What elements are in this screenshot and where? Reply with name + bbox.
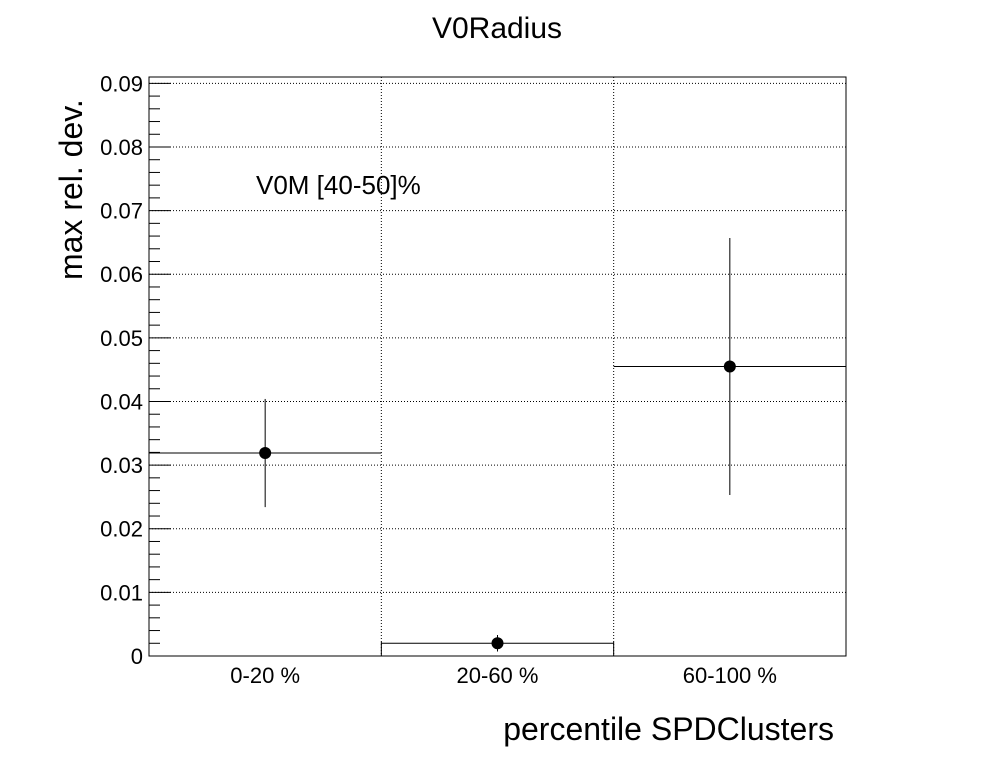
y-tick-label: 0.01 bbox=[100, 580, 143, 605]
data-point bbox=[723, 360, 736, 373]
x-tick-label: 60-100 % bbox=[683, 663, 777, 688]
y-tick-label: 0.07 bbox=[100, 199, 143, 224]
x-tick-label: 20-60 % bbox=[457, 663, 539, 688]
y-tick-label: 0.05 bbox=[100, 326, 143, 351]
x-axis: 0-20 % 20-60 % 60-100 % bbox=[230, 642, 777, 688]
y-tick-label: 0.09 bbox=[100, 71, 143, 96]
y-tick-label: 0.03 bbox=[100, 453, 143, 478]
x-tick-label: 0-20 % bbox=[230, 663, 300, 688]
chart-title: V0Radius bbox=[432, 12, 562, 45]
y-axis-label: max rel. dev. bbox=[53, 99, 89, 280]
y-tick-label: 0.06 bbox=[100, 262, 143, 287]
x-axis-label: percentile SPDClusters bbox=[503, 711, 834, 747]
y-tick-label: 0.04 bbox=[100, 389, 143, 414]
grid bbox=[149, 77, 846, 656]
data-point bbox=[259, 447, 272, 460]
data-point bbox=[491, 637, 504, 650]
annotation-label: V0M [40-50]% bbox=[256, 170, 421, 200]
y-tick-label: 0.08 bbox=[100, 135, 143, 160]
y-tick-label: 0.02 bbox=[100, 517, 143, 542]
y-tick-label: 0 bbox=[131, 644, 143, 669]
data-points bbox=[149, 237, 846, 652]
y-axis: 0 0.01 0.02 0.03 0.04 0.05 0.06 0.07 0.08 0.09 bbox=[100, 71, 171, 669]
